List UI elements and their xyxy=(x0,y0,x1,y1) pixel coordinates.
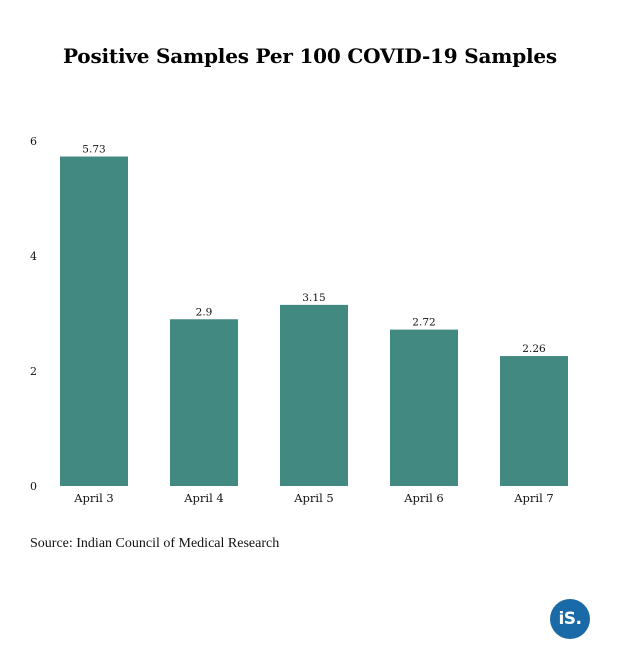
chart-title: Positive Samples Per 100 COVID-19 Sample… xyxy=(63,44,557,68)
y-tick-label: 6 xyxy=(30,135,37,148)
data-label: 2.72 xyxy=(412,317,435,329)
bar-chart: 0 2 4 6 5.73 April 3 2.9 April 4 3.15 April 5 2.72… xyxy=(30,135,568,505)
data-label: 5.73 xyxy=(82,144,105,156)
data-label: 3.15 xyxy=(302,292,325,304)
x-category-label: April 3 xyxy=(73,491,114,505)
x-category-label: April 4 xyxy=(183,491,224,505)
y-tick-label: 0 xyxy=(30,480,37,493)
source-note: Source: Indian Council of Medical Resear… xyxy=(30,536,280,551)
bar[interactable] xyxy=(500,356,568,486)
bar[interactable] xyxy=(60,156,128,486)
data-label: 2.26 xyxy=(522,343,546,355)
bar[interactable] xyxy=(170,319,238,486)
x-category-label: April 7 xyxy=(513,491,554,505)
y-tick-label: 4 xyxy=(30,250,37,263)
data-label: 2.9 xyxy=(196,306,213,318)
bar[interactable] xyxy=(390,329,458,486)
x-category-label: April 5 xyxy=(293,491,334,505)
x-category-label: April 6 xyxy=(403,491,444,505)
y-tick-label: 2 xyxy=(30,365,37,378)
brand-logo[interactable]: iS. xyxy=(550,599,590,639)
bar[interactable] xyxy=(280,304,348,486)
